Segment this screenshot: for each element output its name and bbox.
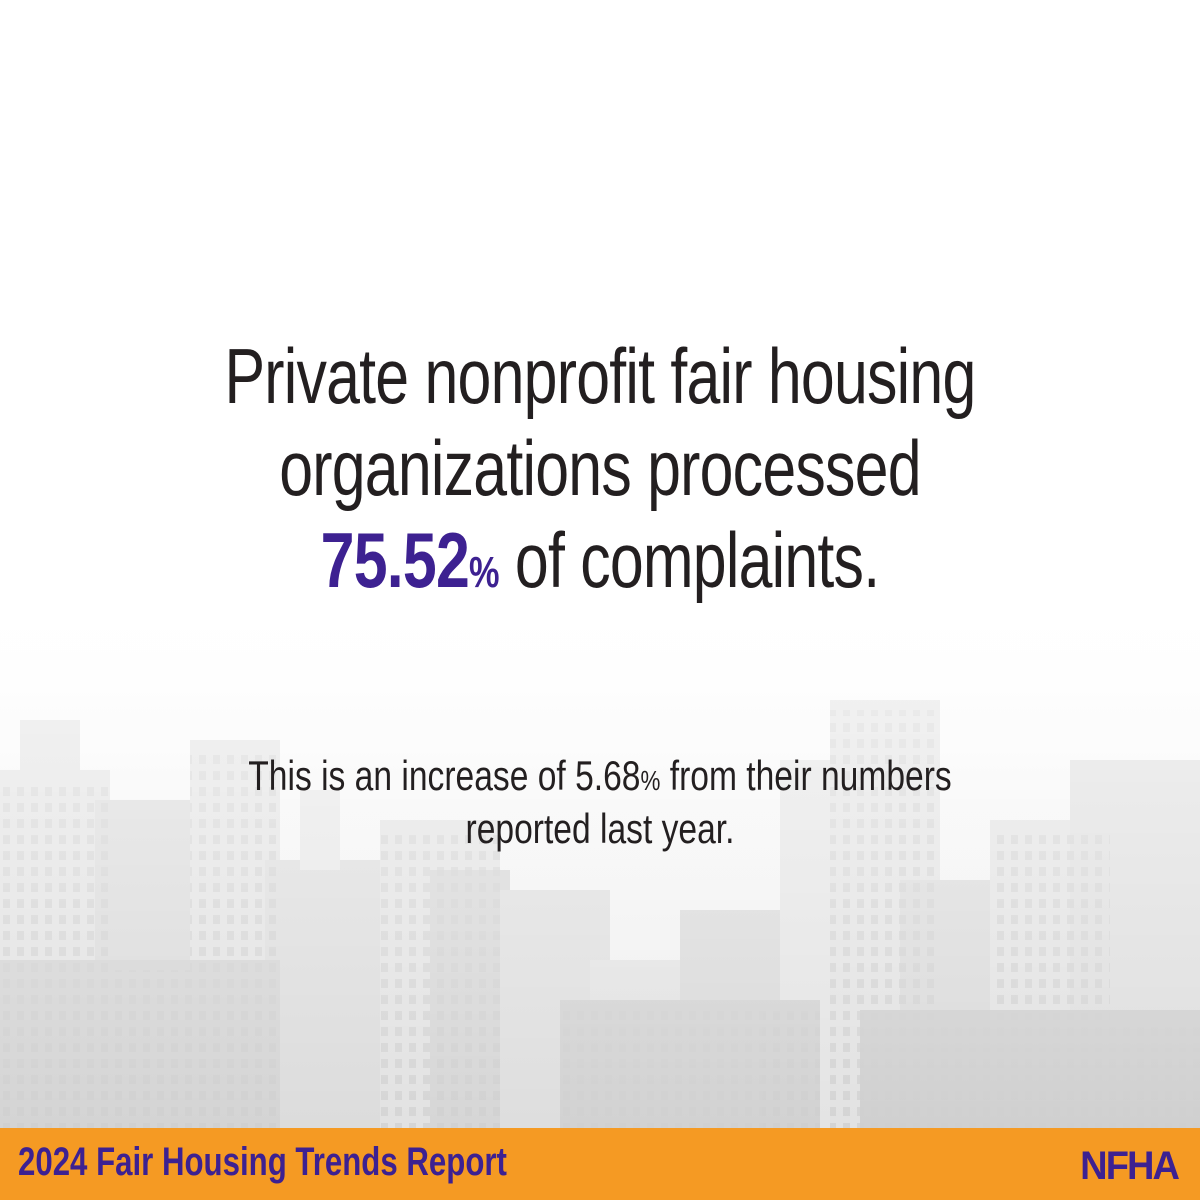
subtext-line-1-after: from their numbers (660, 752, 952, 799)
city-skyline-background (0, 0, 1200, 1128)
headline-line-3: 75.52% of complaints. (163, 514, 1037, 619)
subtext-line-1: This is an increase of 5.68% from their … (200, 752, 1000, 805)
main-content: Private nonprofit fair housing organizat… (40, 330, 1160, 853)
headline-line-2: organizations processed (279, 424, 921, 512)
subtext-line-1-before: This is an increase of 5.68 (248, 752, 641, 799)
headline-line-1: Private nonprofit fair housing (224, 332, 976, 420)
headline-stat-unit: % (469, 548, 500, 597)
subtext-line-1-unit: % (640, 765, 661, 796)
headline-stat-value: 75.52 (320, 516, 470, 604)
headline-stat: 75.52% (320, 516, 500, 604)
footer-banner: 2024 Fair Housing Trends Report NFHA (0, 1128, 1200, 1200)
headline-line-3-rest: of complaints. (498, 516, 880, 604)
report-title: 2024 Fair Housing Trends Report (18, 1140, 507, 1184)
subtext: This is an increase of 5.68% from their … (100, 752, 1100, 853)
headline: Private nonprofit fair housing organizat… (40, 330, 1160, 619)
subtext-line-2: reported last year. (465, 805, 735, 852)
nfha-logo: NFHA (1080, 1144, 1180, 1188)
